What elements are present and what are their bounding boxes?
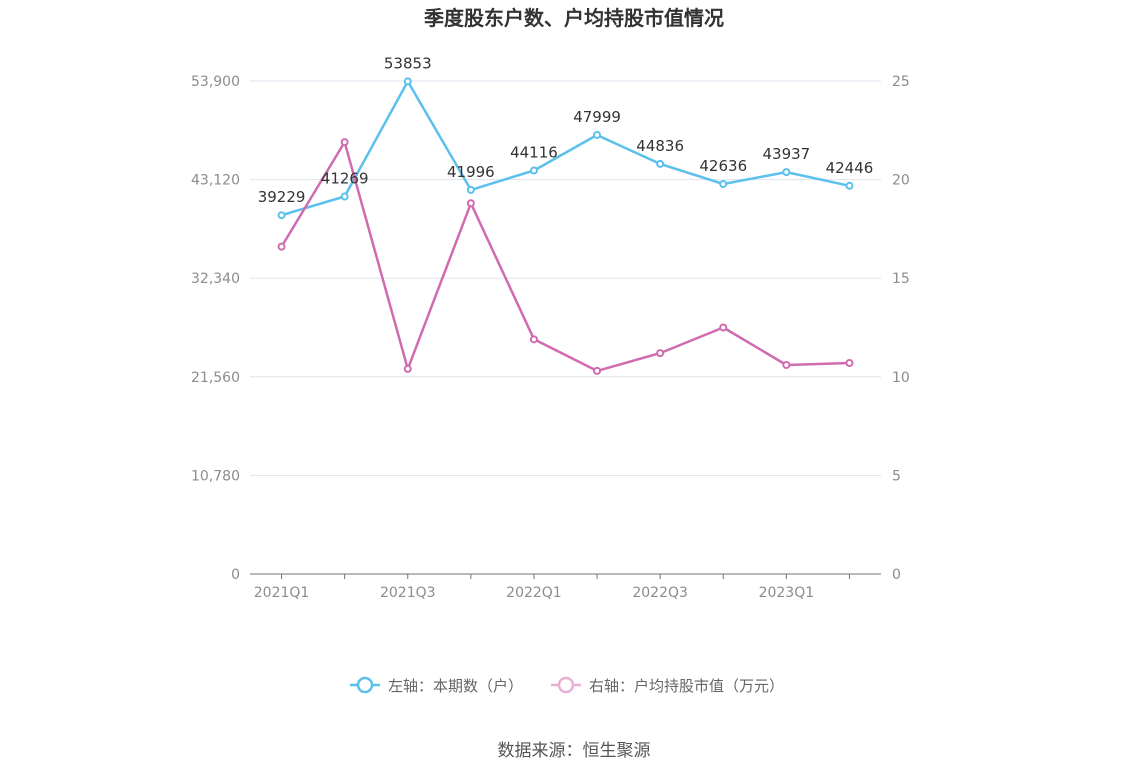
data-label: 53853 xyxy=(384,54,432,72)
series-1-point[interactable] xyxy=(529,335,538,344)
y-right-tick-label: 25 xyxy=(892,74,910,90)
series-0-point[interactable] xyxy=(403,77,412,86)
x-tick-label: 2022Q1 xyxy=(506,585,562,601)
data-label: 42636 xyxy=(699,157,747,175)
series-1-point[interactable] xyxy=(340,138,349,147)
y-right-tick-label: 20 xyxy=(892,173,910,189)
series-0-point[interactable] xyxy=(340,192,349,201)
series-0-point[interactable] xyxy=(277,211,286,220)
series-line-0 xyxy=(281,80,850,217)
series-1-point[interactable] xyxy=(403,364,412,373)
series-1-point[interactable] xyxy=(719,323,728,332)
series-1-point[interactable] xyxy=(277,242,286,251)
y-right-tick-label: 10 xyxy=(892,370,910,386)
series-0-point[interactable] xyxy=(719,180,728,189)
y-right-tick-label: 15 xyxy=(892,271,910,287)
legend-item-0[interactable]: 左轴：本期数（户） xyxy=(350,676,523,695)
series-0-point[interactable] xyxy=(782,168,791,177)
series-1-point[interactable] xyxy=(656,349,665,358)
series-0-point[interactable] xyxy=(656,159,665,168)
data-label: 42446 xyxy=(826,159,874,177)
legend-item-1[interactable]: 右轴：户均持股市值（万元） xyxy=(551,676,784,695)
x-tick-label: 2022Q3 xyxy=(632,585,688,601)
y-right-tick-label: 0 xyxy=(892,567,901,583)
series-layer xyxy=(277,77,854,375)
data-label: 41269 xyxy=(321,170,369,188)
axis-layer: 010,78021,56032,34043,12053,900051015202… xyxy=(191,74,910,601)
legend-label: 左轴：本期数（户） xyxy=(388,677,523,695)
x-tick-label: 2023Q1 xyxy=(759,585,815,601)
data-label: 43937 xyxy=(762,145,810,163)
series-1-point[interactable] xyxy=(782,360,791,369)
series-line-1 xyxy=(280,140,850,373)
x-tick-label: 2021Q3 xyxy=(380,585,436,601)
series-0-point[interactable] xyxy=(529,166,538,175)
data-label: 44116 xyxy=(510,143,558,161)
legend-swatch-marker xyxy=(356,676,374,694)
data-label: 39229 xyxy=(258,188,306,206)
series-1-point[interactable] xyxy=(845,358,854,367)
series-0-point[interactable] xyxy=(466,185,475,194)
series-0-point[interactable] xyxy=(845,181,854,190)
data-label: 41996 xyxy=(447,163,495,181)
legend-label: 右轴：户均持股市值（万元） xyxy=(589,677,784,695)
y-left-tick-label: 10,780 xyxy=(191,468,240,484)
data-source: 数据来源：恒生聚源 xyxy=(498,741,651,761)
y-left-tick-label: 43,120 xyxy=(191,173,240,189)
series-0-point[interactable] xyxy=(593,130,602,139)
data-label: 47999 xyxy=(573,108,621,126)
series-1-point[interactable] xyxy=(593,366,602,375)
y-left-tick-label: 32,340 xyxy=(191,271,240,287)
chart-title: 季度股东户数、户均持股市值情况 xyxy=(423,6,724,30)
legend-swatch-marker xyxy=(557,676,575,694)
x-tick-label: 2021Q1 xyxy=(254,585,310,601)
y-left-tick-label: 0 xyxy=(231,567,240,583)
y-left-tick-label: 21,560 xyxy=(191,370,240,386)
y-left-tick-label: 53,900 xyxy=(191,74,240,90)
data-label: 44836 xyxy=(636,137,684,155)
y-right-tick-label: 5 xyxy=(892,468,901,484)
legend[interactable]: 左轴：本期数（户） 右轴：户均持股市值（万元） xyxy=(350,676,784,695)
data-label-layer: 39229 41269 53853 41996 44116 47999 44836 42636… xyxy=(258,54,874,206)
series-1-point[interactable] xyxy=(466,199,475,208)
